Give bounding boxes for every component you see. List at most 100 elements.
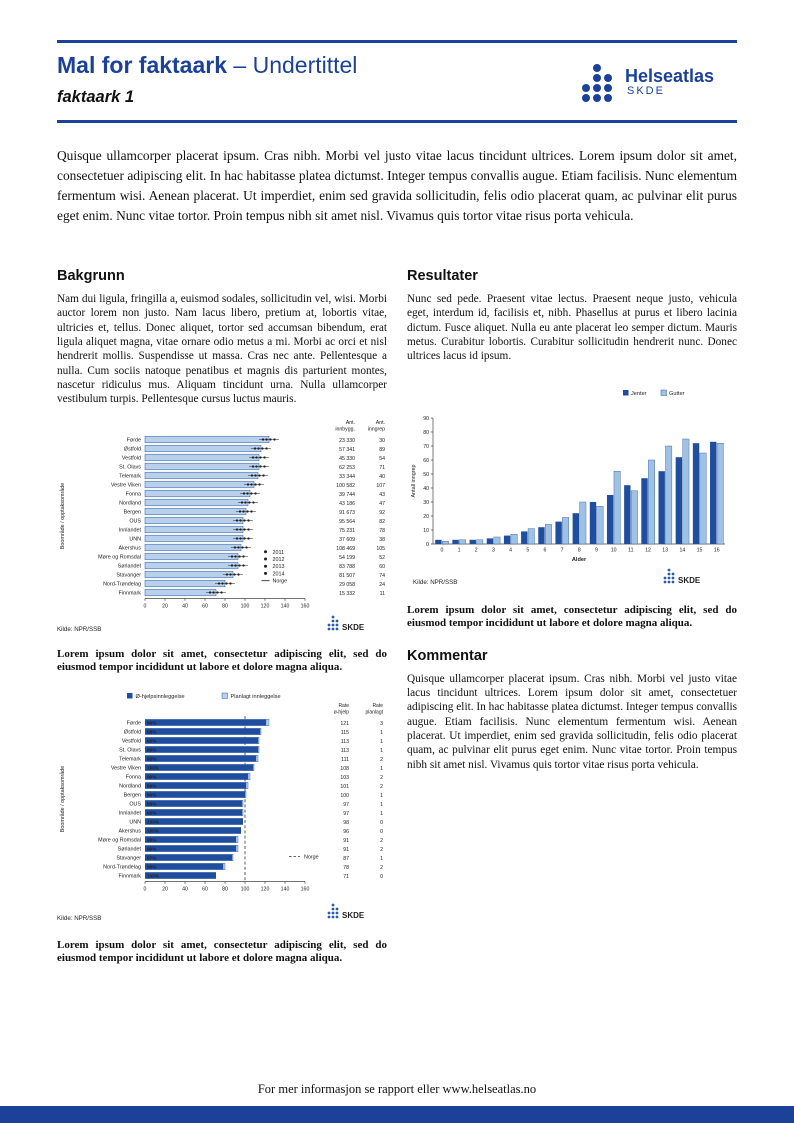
svg-text:100 582: 100 582 (336, 483, 355, 489)
svg-text:100: 100 (340, 792, 349, 798)
source-label: Kilde: NPR/SSB (57, 915, 101, 922)
svg-text:82: 82 (379, 519, 385, 525)
svg-text:111: 111 (341, 756, 349, 762)
logo-text-block: Helseatlas SKDE (625, 66, 714, 97)
footer-bar (0, 1106, 794, 1123)
svg-text:5: 5 (526, 547, 529, 553)
skde-logo-icon: SKDE (663, 568, 701, 585)
chart-rate-by-region: Ant. innbygg. Ant. inngrep Førde 23 330 30 Østf… (57, 417, 387, 640)
svg-text:OUS: OUS (129, 801, 141, 807)
svg-text:Ant.: Ant. (376, 420, 385, 426)
heading-resultater: Resultater (407, 268, 478, 284)
svg-text:St. Olavs: St. Olavs (119, 747, 141, 753)
svg-text:Førde: Førde (127, 437, 141, 443)
svg-text:2: 2 (380, 783, 383, 789)
svg-text:13: 13 (662, 547, 668, 553)
svg-text:Møre og Romsdal: Møre og Romsdal (98, 554, 141, 560)
svg-text:140: 140 (281, 886, 290, 892)
svg-text:SKDE: SKDE (342, 623, 365, 632)
svg-text:30: 30 (423, 500, 429, 506)
svg-text:98%: 98% (147, 837, 157, 842)
chart2-caption: Lorem ipsum dolor sit amet, consectetur … (407, 603, 737, 629)
svg-text:43 186: 43 186 (339, 501, 355, 507)
svg-text:OUS: OUS (129, 518, 141, 524)
svg-text:29 058: 29 058 (339, 582, 355, 588)
svg-text:0: 0 (380, 828, 383, 834)
svg-text:planlagt: planlagt (365, 709, 383, 715)
svg-text:120: 120 (261, 603, 270, 609)
svg-text:99%: 99% (147, 720, 157, 725)
svg-text:90: 90 (423, 416, 429, 422)
doc-label: faktaark 1 (57, 88, 135, 106)
svg-text:Sørlandet: Sørlandet (118, 563, 142, 569)
svg-text:91: 91 (343, 846, 349, 852)
svg-text:Østfold: Østfold (124, 729, 141, 735)
page-title: Mal for faktaark – Undertittel (57, 52, 357, 79)
svg-text:1: 1 (380, 738, 383, 744)
svg-text:57 341: 57 341 (339, 447, 355, 453)
logo-dots-icon (582, 64, 612, 102)
svg-text:74: 74 (379, 573, 385, 579)
svg-text:20: 20 (162, 603, 168, 609)
legend: Jenter Gutter (623, 389, 685, 397)
svg-text:Ant.: Ant. (346, 420, 355, 426)
heading-kommentar: Kommentar (407, 647, 488, 664)
chart3-caption: Lorem ipsum dolor sit amet, consectetur … (57, 938, 387, 964)
svg-text:95 564: 95 564 (339, 519, 355, 525)
svg-text:40: 40 (423, 486, 429, 492)
svg-text:Gutter: Gutter (669, 391, 685, 397)
svg-text:99%: 99% (147, 810, 157, 815)
svg-text:52: 52 (379, 555, 385, 561)
svg-text:14: 14 (679, 547, 685, 553)
svg-text:10: 10 (423, 528, 429, 534)
svg-text:Bergen: Bergen (124, 509, 141, 515)
svg-text:121: 121 (340, 720, 349, 726)
svg-text:97%: 97% (147, 855, 157, 860)
svg-text:113: 113 (341, 738, 349, 744)
svg-text:23 330: 23 330 (339, 438, 355, 444)
svg-text:2012: 2012 (273, 557, 285, 563)
svg-text:1: 1 (458, 547, 461, 553)
svg-text:Innlandet: Innlandet (119, 527, 142, 533)
svg-text:99%: 99% (147, 801, 157, 806)
svg-text:60: 60 (423, 458, 429, 464)
svg-text:100: 100 (241, 886, 250, 892)
bars (435, 438, 724, 544)
y-axis-label: Boområde / opptaksområde (59, 765, 66, 832)
svg-text:1: 1 (380, 729, 383, 735)
svg-text:15 332: 15 332 (339, 591, 355, 597)
column-headers: Ant.innbygg.Ant.inngrep (335, 420, 385, 433)
svg-text:89: 89 (379, 447, 385, 453)
svg-text:Stavanger: Stavanger (116, 572, 141, 578)
svg-text:0: 0 (380, 819, 383, 825)
svg-text:99%: 99% (147, 792, 157, 797)
bakgrunn-body: Nam dui ligula, fringilla a, euismod sod… (57, 293, 387, 406)
svg-text:Norge: Norge (273, 578, 288, 584)
svg-text:80: 80 (222, 886, 228, 892)
footer-text: For mer informasjon se rapport eller www… (257, 1082, 537, 1096)
svg-text:113: 113 (341, 747, 349, 753)
svg-text:3: 3 (492, 547, 495, 553)
svg-text:Nordland: Nordland (119, 500, 141, 506)
svg-text:UNN: UNN (129, 536, 141, 542)
svg-text:4: 4 (509, 547, 512, 553)
svg-text:Jenter: Jenter (631, 391, 647, 397)
svg-text:2013: 2013 (273, 564, 285, 570)
svg-text:Møre og Romsdal: Møre og Romsdal (98, 837, 141, 843)
svg-text:105: 105 (376, 546, 385, 552)
svg-text:98%: 98% (147, 729, 157, 734)
svg-text:St. Olavs: St. Olavs (119, 464, 141, 470)
skde-logo-icon: SKDE (327, 615, 365, 632)
kommentar-body: Quisque ullamcorper placerat ipsum. Cras… (407, 672, 737, 771)
title-main: Mal for faktaark (57, 52, 228, 78)
svg-text:20: 20 (162, 886, 168, 892)
svg-text:innbygg.: innbygg. (335, 426, 355, 432)
title-suffix: – Undertittel (233, 52, 358, 78)
svg-text:11: 11 (628, 547, 633, 553)
svg-text:Vestfold: Vestfold (122, 455, 141, 461)
svg-text:Vestre Viken: Vestre Viken (111, 482, 141, 488)
svg-text:100%: 100% (147, 819, 160, 824)
svg-text:33 344: 33 344 (339, 474, 355, 480)
